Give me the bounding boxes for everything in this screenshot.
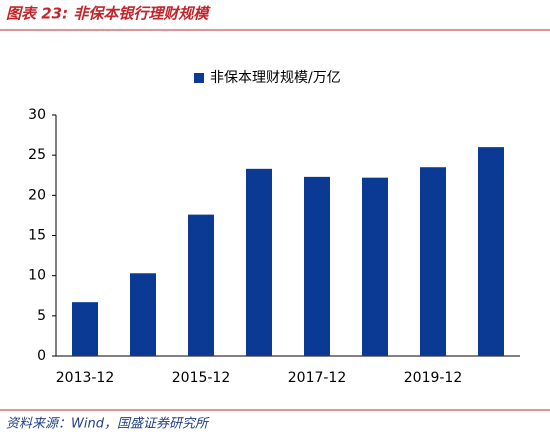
bar — [420, 167, 446, 356]
source: 资料来源：Wind，国盛证券研究所 — [6, 416, 210, 432]
y-tick-label: 5 — [37, 308, 46, 324]
bar — [246, 168, 272, 356]
y-tick-label: 25 — [28, 147, 46, 163]
y-tick-label: 15 — [28, 228, 46, 244]
y-tick-label: 0 — [37, 348, 46, 364]
y-tick-label: 20 — [28, 187, 46, 203]
x-tick-label: 2013-12 — [56, 370, 115, 386]
x-tick-label: 2015-12 — [172, 370, 231, 386]
x-tick-label: 2017-12 — [288, 370, 347, 386]
legend-label: 非保本理财规模/万亿 — [210, 70, 341, 86]
bar — [188, 214, 214, 356]
bar — [130, 273, 156, 356]
y-tick-label: 30 — [28, 107, 46, 123]
y-tick-label: 10 — [28, 268, 46, 284]
bar — [478, 147, 504, 356]
chart-title: 图表 23: 非保本银行理财规模 — [6, 5, 211, 23]
x-tick-label: 2019-12 — [404, 370, 463, 386]
bar — [304, 176, 330, 356]
legend-swatch — [194, 73, 204, 83]
bar — [72, 302, 98, 356]
bar — [362, 177, 388, 356]
